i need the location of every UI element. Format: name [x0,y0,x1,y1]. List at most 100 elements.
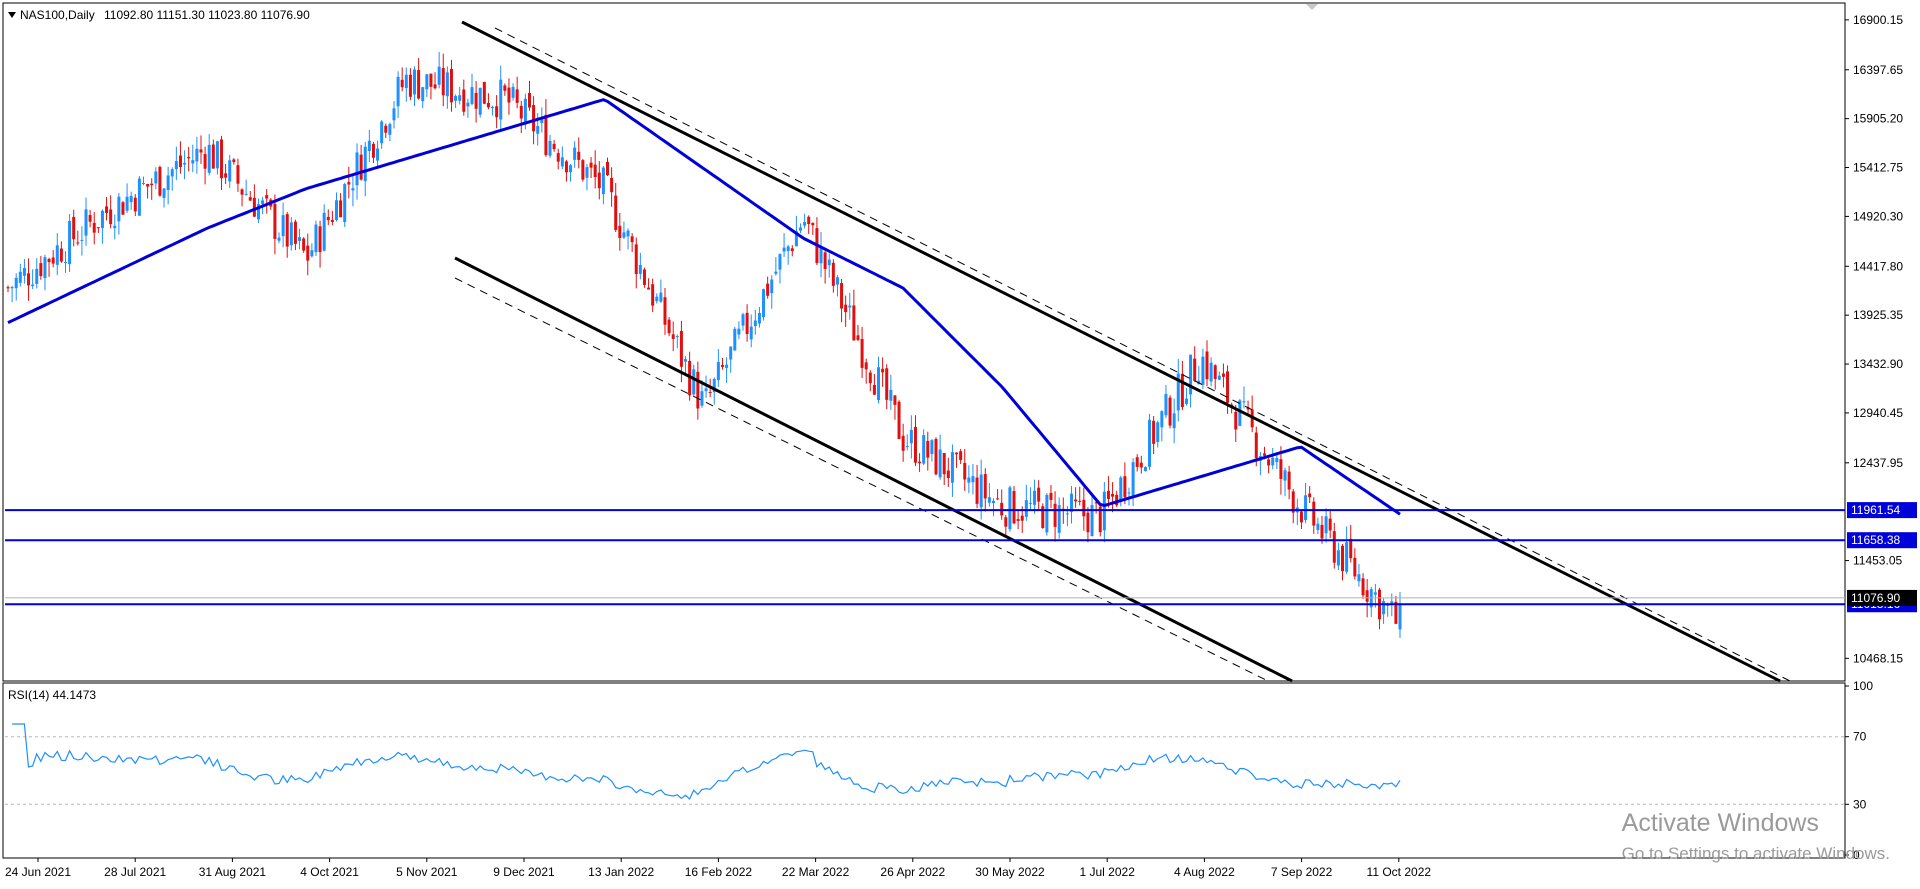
candle-body [273,203,277,239]
candle-body [18,271,22,283]
candle-body [347,182,351,185]
candle-body [987,497,991,503]
candle-body [1275,457,1279,463]
candle-body [1074,499,1078,502]
candle-body [478,87,482,115]
candle-body [10,287,14,289]
level-label: 11961.54 [1851,503,1900,517]
candle-body [926,440,930,458]
date-tick-label: 4 Aug 2022 [1174,865,1235,879]
candle-body [642,269,646,285]
candle-body [396,76,400,107]
candle-body [1246,407,1250,410]
candle-body [597,172,601,189]
candle-body [790,248,794,252]
candle-body [942,452,946,475]
candle-body [1049,492,1053,500]
candle-body [1226,371,1230,403]
candle-body [72,216,76,240]
candle-body [798,227,802,231]
candle-body [39,263,43,277]
candle-body [421,87,425,102]
candle-body [380,121,384,144]
candle-body [199,149,203,153]
candle-body [314,224,318,253]
candle-body [413,69,417,95]
candle-body [482,81,486,104]
candle-body [224,173,228,178]
candle-body [392,108,396,121]
scroll-marker-icon[interactable] [1306,4,1318,10]
candle-body [499,79,503,120]
candle-body [162,188,166,198]
candle-body [848,305,852,308]
candle-body [741,314,745,326]
candle-body [626,230,630,237]
candle-body [417,70,421,99]
candle-body [31,284,35,287]
candle-body [178,155,182,168]
candle-body [950,452,954,483]
candle-body [1037,487,1041,502]
lower-channel-line[interactable] [454,256,1293,683]
candle-body [745,312,749,335]
candle-body [343,184,347,223]
candle-body [946,470,950,479]
price-axis: 16900.15 16397.65 15905.20 15412.75 14920.30… [1845,13,1903,665]
candle-body [84,209,88,236]
candle-body [1361,578,1365,596]
candle-body [548,140,552,156]
candle-body [922,435,926,464]
candle-body [137,178,141,216]
candle-body [840,283,844,309]
candle-body [544,114,548,155]
candle-body [593,164,597,178]
candle-body [117,196,121,222]
candle-body [310,250,314,257]
candle-body [1123,476,1127,498]
upper-channel-line[interactable] [461,20,1781,683]
upper-channel-dashed-line[interactable] [494,27,1791,682]
candle-body [59,248,63,262]
candle-body [367,140,371,151]
candle-body [388,124,392,135]
candle-body [967,477,971,483]
candle-body [659,292,663,302]
candle-body [905,446,909,448]
price-tick-label: 11453.05 [1853,554,1902,568]
candle-body [1164,394,1168,416]
candle-body [610,177,614,193]
candle-body [831,262,835,286]
candle-body [564,161,568,173]
candle-body [852,305,856,341]
candle-body [1082,499,1086,517]
date-tick-label: 28 Jul 2021 [104,865,166,879]
candle-body [700,391,704,406]
candle-body [614,195,618,230]
candle-body [1217,375,1221,380]
lower-channel-dashed-line[interactable] [454,277,1269,682]
candle-body [400,79,404,88]
candle-body [770,279,774,294]
rsi-title: RSI(14) 44.1473 [8,688,96,702]
candle-body [298,237,302,241]
candle-body [1057,505,1061,533]
candle-body [671,334,675,339]
price-tick-label: 14417.80 [1853,259,1903,273]
menu-triangle-icon[interactable] [8,12,16,18]
candle-body [1033,490,1037,505]
candle-body [211,144,215,169]
candle-body [955,452,959,455]
candle-body [203,154,207,169]
candle-body [996,498,1000,500]
candle-body [1304,495,1308,520]
candle-body [146,183,150,187]
candle-body [1267,459,1271,466]
date-tick-label: 7 Sep 2022 [1271,865,1333,879]
rsi-tick-label: 30 [1853,797,1867,811]
candle-body [302,238,306,251]
candle-body [1312,501,1316,526]
candle-body [581,160,585,180]
